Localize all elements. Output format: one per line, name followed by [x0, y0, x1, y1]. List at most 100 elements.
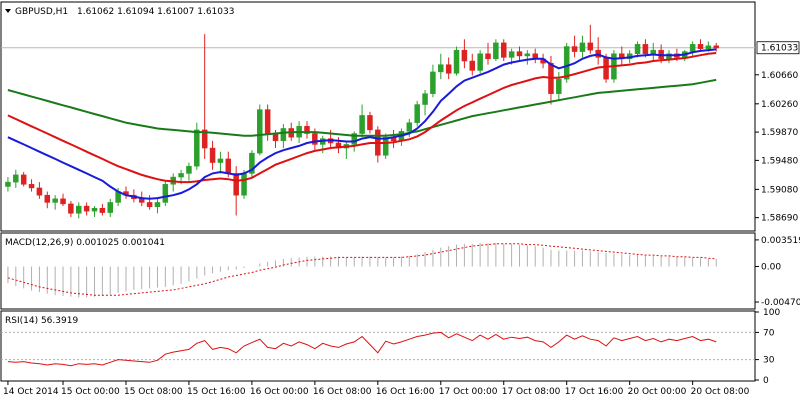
price-candles: [5, 24, 719, 219]
price-y-axis: 1.60660 1.60260 1.59870 1.59480 1.59080 1.586…: [755, 41, 800, 224]
rsi-line: [7, 331, 717, 367]
candle-body: [312, 133, 318, 145]
price-y-tick-label: 1.58690: [761, 214, 798, 224]
candle-body: [91, 207, 98, 212]
candle-body: [406, 122, 413, 132]
x-tick-label: 20 Oct 00:00: [628, 387, 687, 397]
price-title: GBPUSD,H1: [15, 7, 68, 17]
chevron-down-icon[interactable]: [5, 9, 11, 13]
candle-body: [264, 109, 271, 134]
candle-body: [194, 129, 200, 167]
candle-body: [351, 133, 357, 145]
candle-body: [382, 136, 389, 156]
candle-body: [485, 53, 491, 60]
price-y-tick-label: 1.59480: [761, 156, 798, 166]
candle-body: [705, 45, 712, 49]
candle-body: [257, 109, 263, 154]
candle-body: [516, 51, 523, 57]
candle-body: [99, 207, 106, 213]
price-y-tick-label: 1.59870: [761, 128, 798, 138]
candle-body: [209, 147, 216, 163]
candle-body: [477, 53, 483, 71]
candle-body: [241, 173, 247, 196]
candle-body: [28, 184, 35, 189]
candle-body: [217, 158, 224, 163]
candle-body: [438, 64, 444, 73]
candle-body: [493, 42, 499, 60]
candle-body: [524, 53, 531, 57]
candle-body: [13, 174, 19, 183]
candle-body: [414, 104, 420, 123]
price-y-tick-label: 1.60660: [761, 71, 798, 81]
candle-body: [697, 44, 704, 49]
price-ohlc: 1.61062 1.61094 1.61007 1.61033: [77, 7, 234, 17]
x-tick-label: 17 Oct 16:00: [565, 387, 624, 397]
candle-body: [233, 173, 239, 196]
candle-body: [587, 42, 594, 51]
candle-body: [280, 128, 287, 142]
macd-panel-frame: [0, 232, 756, 310]
macd-y-tick-label: 0.003519: [761, 236, 800, 246]
macd-y-tick-label: 0.00: [761, 262, 781, 272]
candle-body: [186, 165, 192, 174]
rsi-y-tick-label: 100: [763, 308, 780, 318]
candle-body: [304, 126, 310, 134]
candle-body: [146, 202, 153, 208]
candle-body: [107, 202, 113, 213]
ma-green-line: [7, 78, 717, 137]
x-tick-label: 17 Oct 00:00: [439, 387, 498, 397]
candle-body: [68, 203, 74, 214]
x-tick-label: 15 Oct 00:00: [61, 387, 120, 397]
candle-body: [154, 202, 161, 208]
x-tick-label: 14 Oct 2014: [3, 387, 59, 397]
ma-blue-line: [7, 48, 717, 200]
current-price-label: 1.61033: [761, 44, 798, 54]
candle-body: [44, 194, 51, 203]
price-header: GBPUSD,H1 1.61062 1.61094 1.61007 1.6103…: [5, 7, 234, 17]
x-tick-label: 16 Oct 00:00: [250, 387, 309, 397]
current-price-box: [756, 41, 800, 55]
candle-body: [508, 51, 515, 58]
candle-body: [249, 152, 255, 174]
rsi-levels: [1, 331, 755, 361]
candle-body: [500, 42, 507, 58]
candle-body: [5, 181, 11, 187]
ma-red-line: [7, 52, 717, 184]
candle-body: [76, 205, 82, 214]
price-panel-frame: [0, 1, 756, 232]
x-tick-label: 16 Oct 16:00: [376, 387, 435, 397]
rsi-title: RSI(14) 56.3919: [5, 316, 78, 326]
candle-body: [650, 49, 657, 55]
candle-body: [571, 46, 578, 52]
candle-body: [453, 49, 460, 74]
candle-body: [162, 184, 169, 203]
rsi-y-tick-label: 70: [763, 328, 775, 338]
candle-body: [579, 42, 586, 52]
candle-body: [20, 174, 27, 185]
candle-body: [634, 44, 641, 55]
candle-body: [178, 173, 184, 178]
price-y-tick-label: 1.59080: [761, 185, 798, 195]
candle-body: [367, 115, 373, 131]
rsi-y-axis: 100 70 30 0: [755, 308, 780, 386]
candle-body: [642, 44, 649, 55]
candle-body: [556, 78, 562, 94]
candle-body: [359, 115, 365, 134]
candle-body: [138, 198, 145, 203]
candle-body: [461, 49, 468, 62]
macd-title: MACD(12,26,9) 0.001025 0.001041: [5, 238, 165, 248]
candle-body: [689, 44, 696, 52]
candle-body: [422, 93, 428, 105]
rsi-series: [7, 331, 717, 367]
macd-signal-line: [7, 243, 717, 296]
macd-signal: [7, 243, 717, 296]
x-tick-label: 15 Oct 08:00: [124, 387, 183, 397]
candle-body: [60, 198, 66, 205]
candle-body: [445, 64, 452, 74]
x-tick-label: 17 Oct 08:00: [502, 387, 561, 397]
macd-y-axis: 0.003519 0.00 -0.004709: [755, 236, 800, 308]
moving-averages: [7, 48, 717, 200]
macd-y-tick-label: -0.004709: [761, 298, 800, 308]
x-tick-label: 16 Oct 08:00: [313, 387, 372, 397]
